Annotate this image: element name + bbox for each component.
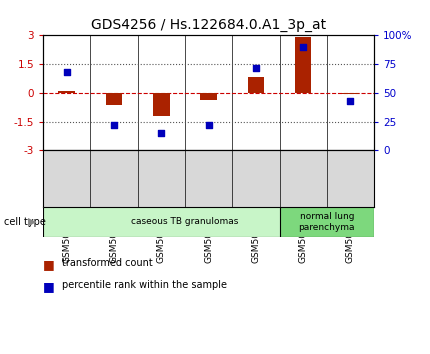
Bar	[106, 93, 122, 105]
Point	[158, 130, 165, 136]
Point	[63, 69, 70, 75]
Text: ■: ■	[43, 280, 55, 293]
Bar	[43, 206, 327, 237]
Text: ▶: ▶	[28, 217, 37, 227]
Text: transformed count: transformed count	[62, 258, 153, 268]
Bar	[58, 91, 75, 93]
Title: GDS4256 / Hs.122684.0.A1_3p_at: GDS4256 / Hs.122684.0.A1_3p_at	[91, 18, 326, 32]
Point	[252, 65, 259, 70]
Point	[347, 98, 354, 104]
Point	[111, 122, 117, 128]
Bar	[342, 93, 359, 94]
Text: normal lung
parenchyma: normal lung parenchyma	[298, 212, 355, 232]
Text: ■: ■	[43, 258, 55, 272]
Bar	[200, 93, 217, 100]
Text: percentile rank within the sample: percentile rank within the sample	[62, 280, 227, 290]
Text: caseous TB granulomas: caseous TB granulomas	[131, 217, 239, 226]
Bar	[295, 37, 311, 93]
Point	[205, 122, 212, 128]
Bar	[280, 206, 374, 237]
Text: cell type: cell type	[4, 217, 46, 227]
Bar	[153, 93, 169, 116]
Point	[300, 44, 307, 50]
Bar	[248, 76, 264, 93]
